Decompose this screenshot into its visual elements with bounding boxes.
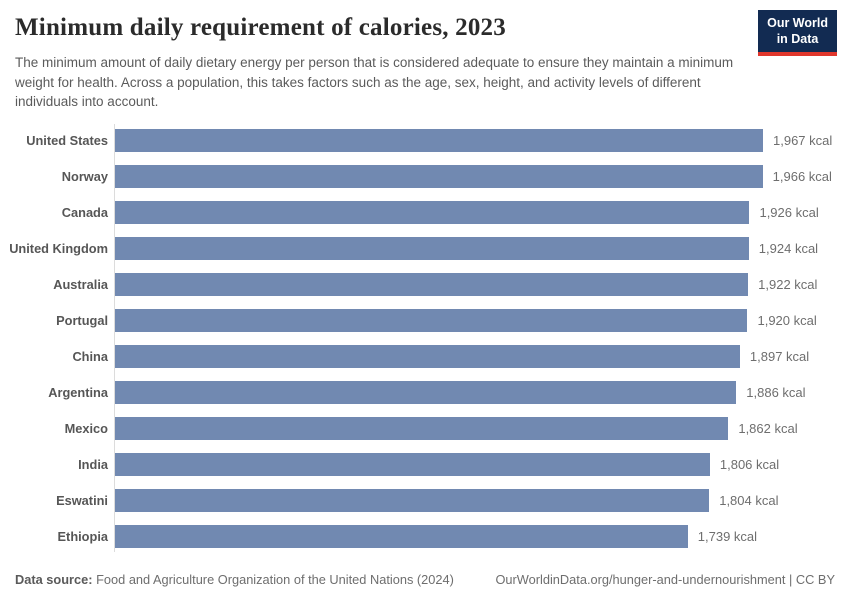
bar-area: 1,922 kcal: [114, 272, 837, 296]
bar-row: Eswatini 1,804 kcal: [0, 482, 837, 518]
bar[interactable]: [114, 308, 748, 332]
owid-logo-line2: in Data: [776, 32, 819, 47]
bar-value-label: 1,897 kcal: [749, 348, 810, 364]
owid-logo-line1: Our World: [767, 16, 828, 30]
bar[interactable]: [114, 200, 750, 224]
country-label: Norway: [61, 168, 108, 184]
license-label: CC BY: [795, 572, 835, 587]
bar-area: 1,886 kcal: [114, 380, 837, 404]
bar-row: Canada 1,926 kcal: [0, 194, 837, 230]
country-label: China: [72, 348, 108, 364]
data-source: Data source: Food and Agriculture Organi…: [15, 572, 454, 587]
bar-value-label: 1,886 kcal: [746, 384, 806, 400]
country-label: Australia: [53, 276, 108, 292]
bar[interactable]: [114, 488, 710, 512]
chart-title: Minimum daily requirement of calories, 2…: [15, 14, 506, 41]
country-label: Canada: [61, 204, 108, 220]
bar-chart: United States 1,967 kcal Norway 1,966 kc…: [0, 122, 837, 554]
chart-footer: Data source: Food and Agriculture Organi…: [15, 572, 835, 587]
bar-value-label: 1,862 kcal: [738, 420, 798, 436]
bar-value-label: 1,804 kcal: [719, 492, 779, 508]
country-label: Argentina: [48, 384, 108, 400]
bar[interactable]: [114, 344, 740, 368]
country-label: United Kingdom: [9, 240, 108, 256]
bar-area: 1,920 kcal: [114, 308, 837, 332]
bar[interactable]: [114, 416, 729, 440]
bar-row: Ethiopia 1,739 kcal: [0, 518, 837, 554]
bar-rows: United States 1,967 kcal Norway 1,966 kc…: [0, 122, 837, 554]
owid-logo[interactable]: Our World in Data: [758, 10, 837, 56]
footer-separator: |: [789, 572, 793, 587]
bar-area: 1,804 kcal: [114, 488, 837, 512]
bar-area: 1,897 kcal: [114, 344, 837, 368]
bar-value-label: 1,924 kcal: [758, 240, 819, 256]
bar-area: 1,966 kcal: [114, 164, 837, 188]
bar-row: Mexico 1,862 kcal: [0, 410, 837, 446]
bar-value-label: 1,966 kcal: [772, 168, 832, 184]
bar-value-label: 1,806 kcal: [719, 456, 780, 472]
country-label: Eswatini: [56, 492, 108, 508]
country-label: India: [78, 456, 108, 472]
bar[interactable]: [114, 524, 688, 548]
bar-area: 1,967 kcal: [114, 128, 837, 152]
bar-value-label: 1,926 kcal: [759, 204, 819, 220]
bar-row: China 1,897 kcal: [0, 338, 837, 374]
data-source-label: Data source:: [15, 572, 93, 587]
bar[interactable]: [114, 380, 737, 404]
bar-value-label: 1,739 kcal: [697, 528, 758, 544]
bar-row: Norway 1,966 kcal: [0, 158, 837, 194]
bar-row: Australia 1,922 kcal: [0, 266, 837, 302]
country-label: Ethiopia: [57, 528, 108, 544]
country-label: United States: [26, 132, 108, 148]
footer-attribution: OurWorldinData.org/hunger-and-undernouri…: [495, 572, 835, 587]
bar-area: 1,739 kcal: [114, 524, 837, 548]
bar[interactable]: [114, 452, 710, 476]
y-axis-line: [114, 124, 115, 552]
chart-header: Minimum daily requirement of calories, 2…: [15, 14, 835, 112]
country-label: Mexico: [64, 420, 108, 436]
data-source-text: Food and Agriculture Organization of the…: [96, 572, 454, 587]
bar-row: United Kingdom 1,924 kcal: [0, 230, 837, 266]
bar-area: 1,806 kcal: [114, 452, 837, 476]
bar[interactable]: [114, 128, 763, 152]
bar-row: Argentina 1,886 kcal: [0, 374, 837, 410]
bar-value-label: 1,920 kcal: [757, 312, 817, 328]
bar-area: 1,926 kcal: [114, 200, 837, 224]
bar[interactable]: [114, 236, 749, 260]
bar-value-label: 1,967 kcal: [773, 132, 833, 148]
bar-row: Portugal 1,920 kcal: [0, 302, 837, 338]
bar-row: United States 1,967 kcal: [0, 122, 837, 158]
bar-area: 1,862 kcal: [114, 416, 837, 440]
owid-url-link[interactable]: OurWorldinData.org/hunger-and-undernouri…: [495, 572, 786, 587]
bar[interactable]: [114, 272, 749, 296]
bar-area: 1,924 kcal: [114, 236, 837, 260]
country-label: Portugal: [56, 312, 108, 328]
bar-row: India 1,806 kcal: [0, 446, 837, 482]
bar[interactable]: [114, 164, 763, 188]
chart-subtitle: The minimum amount of daily dietary ener…: [15, 55, 734, 110]
bar-value-label: 1,922 kcal: [758, 276, 818, 292]
